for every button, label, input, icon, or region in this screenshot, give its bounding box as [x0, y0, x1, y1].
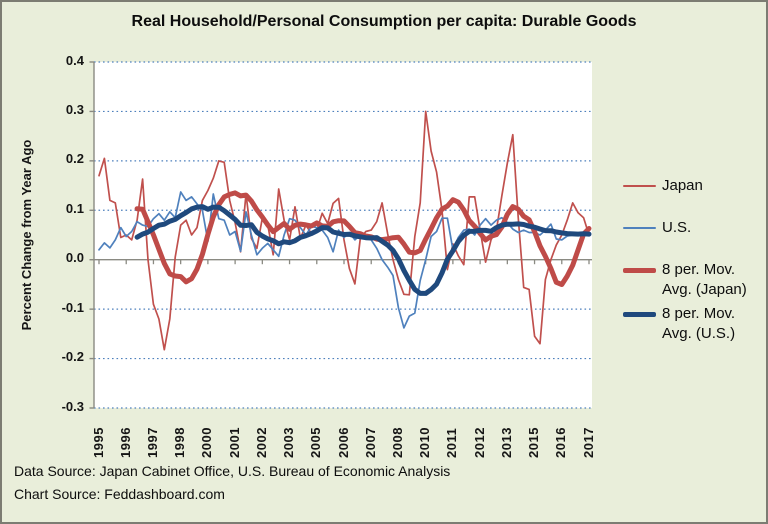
legend-label-us-ma: 8 per. Mov. Avg. (U.S.) — [662, 305, 736, 342]
y-tick-label: -0.3 — [61, 398, 84, 414]
x-tick-label: 2005 — [308, 427, 324, 458]
x-tick-label: 2001 — [226, 427, 242, 458]
x-tick-label: 2016 — [553, 427, 569, 458]
data-source-text: Data Source: Japan Cabinet Office, U.S. … — [14, 463, 451, 479]
legend-item-japan: Japan — [623, 176, 703, 196]
legend-label-japan-ma: 8 per. Mov. Avg. (Japan) — [662, 261, 747, 298]
x-tick-label: 2003 — [281, 427, 297, 458]
japan-line-swatch — [623, 185, 656, 188]
x-tick-label: 2015 — [526, 427, 542, 458]
japan-moving-average-swatch — [623, 267, 656, 273]
y-tick-label: 0.0 — [65, 250, 84, 266]
y-tick-label: 0.3 — [65, 101, 84, 117]
y-axis-title: Percent Change from Year Ago — [19, 139, 34, 331]
y-tick-label: 0.1 — [65, 200, 84, 216]
legend-item-us-ma: 8 per. Mov. Avg. (U.S.) — [623, 304, 766, 344]
footer: Data Source: Japan Cabinet Office, U.S. … — [14, 460, 450, 506]
x-tick-label: 2013 — [498, 427, 514, 458]
chart-source-text: Chart Source: Feddashboard.com — [14, 486, 225, 502]
y-tick-label: 0.2 — [65, 151, 84, 167]
y-tick-label: -0.1 — [61, 299, 84, 315]
x-tick-label: 2000 — [199, 427, 215, 458]
us-line-swatch — [623, 227, 656, 230]
x-tick-label: 2010 — [417, 427, 433, 458]
x-tick-label: 2008 — [389, 427, 405, 458]
us-moving-average-swatch — [623, 311, 656, 317]
legend-item-us: U.S. — [623, 218, 691, 238]
x-tick-label: 2011 — [444, 427, 460, 458]
legend-label-us: U.S. — [662, 219, 692, 236]
legend-label-japan: Japan — [662, 177, 703, 194]
x-tick-label: 2017 — [580, 427, 596, 458]
x-tick-label: 2012 — [471, 427, 487, 458]
legend-item-japan-ma: 8 per. Mov. Avg. (Japan) — [623, 260, 766, 300]
x-tick-label: 1997 — [144, 427, 160, 458]
x-tick-label: 2002 — [253, 427, 269, 458]
y-tick-label: -0.2 — [61, 349, 84, 365]
x-tick-label: 1998 — [172, 427, 188, 458]
x-tick-label: 2007 — [362, 427, 378, 458]
japan-line — [98, 110, 590, 351]
x-tick-label: 1995 — [90, 427, 106, 458]
x-tick-label: 2006 — [335, 427, 351, 458]
chart-title: Real Household/Personal Consumption per … — [131, 13, 637, 30]
y-tick-label: 0.4 — [65, 52, 84, 68]
x-tick-label: 1996 — [117, 427, 133, 458]
us-ma-line — [134, 204, 592, 296]
